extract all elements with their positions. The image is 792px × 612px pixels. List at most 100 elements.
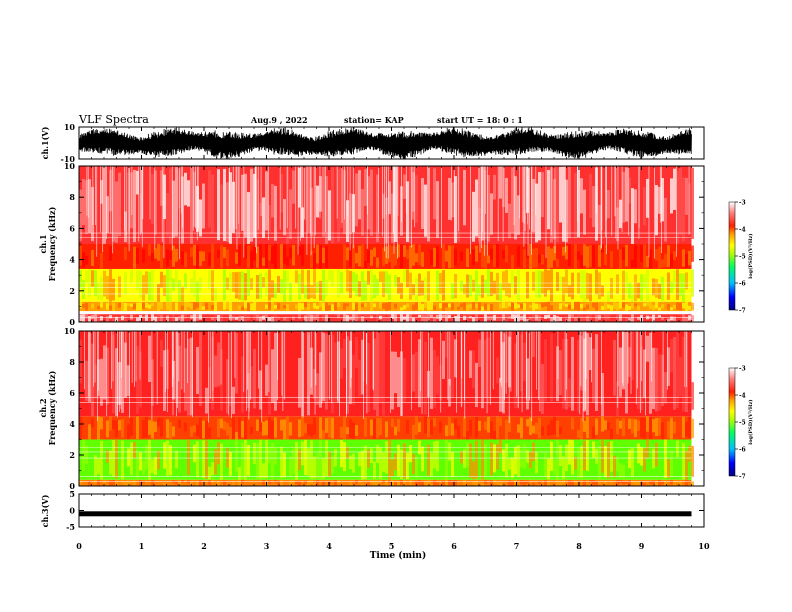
spectrogram-cell bbox=[580, 255, 583, 268]
spectrogram-cell bbox=[262, 277, 265, 288]
spectrogram-cell bbox=[436, 181, 439, 239]
spectrogram-cell bbox=[346, 446, 349, 459]
spectrogram-cell bbox=[238, 211, 241, 239]
spectrogram-cell bbox=[280, 173, 283, 213]
spectrogram-cell bbox=[688, 272, 691, 284]
spectrogram-cell bbox=[316, 417, 319, 438]
spectrogram-cell bbox=[184, 252, 187, 268]
spectrogram-cell bbox=[391, 246, 394, 269]
spectrogram-cell bbox=[559, 317, 562, 321]
spectrogram-cell bbox=[619, 463, 622, 478]
spectrogram-cell bbox=[328, 417, 331, 438]
spectrogram-cell bbox=[433, 479, 436, 486]
spectrogram-cell bbox=[157, 178, 160, 236]
spectrogram-cell bbox=[430, 301, 433, 311]
spectrogram-cell bbox=[385, 480, 388, 486]
colorbar-tick-label: -6 bbox=[739, 281, 746, 288]
spectrogram-cell bbox=[682, 177, 685, 242]
spectrogram-cell bbox=[193, 444, 196, 463]
spectrogram-cell bbox=[613, 339, 616, 396]
spectrogram-cell bbox=[331, 244, 334, 265]
spectrogram-cell bbox=[190, 445, 193, 477]
spectrogram-cell bbox=[310, 285, 313, 299]
spectrogram-cell bbox=[304, 301, 307, 308]
spectrogram-cell bbox=[106, 420, 109, 438]
spectrogram-cell bbox=[460, 172, 463, 234]
spectrogram-cell bbox=[466, 304, 469, 311]
spectrogram-cell bbox=[259, 273, 262, 299]
spectrogram-cell bbox=[322, 247, 325, 264]
spectrogram-cell bbox=[307, 303, 310, 311]
spectrogram-cell bbox=[646, 416, 649, 432]
spectrogram-cell bbox=[127, 480, 130, 486]
spectrogram-cell bbox=[151, 421, 154, 439]
spectrogram-cell bbox=[217, 481, 220, 486]
spectrogram-cell bbox=[568, 416, 571, 439]
spectrogram-cell bbox=[421, 446, 424, 472]
spectrogram-cell bbox=[412, 354, 415, 392]
spectrogram-cell bbox=[667, 245, 670, 267]
spectrogram-cell bbox=[655, 347, 658, 412]
spectrogram-cell bbox=[232, 316, 235, 320]
spectrogram-cell bbox=[529, 451, 532, 469]
spectrogram-cell bbox=[397, 419, 400, 432]
spectrogram-cell bbox=[163, 246, 166, 260]
spectrogram-cell bbox=[601, 244, 604, 253]
spectrogram-cell bbox=[664, 270, 667, 297]
spectrogram-cell bbox=[331, 304, 334, 312]
spectrogram-cell bbox=[448, 177, 451, 220]
spectrogram-cell bbox=[631, 479, 634, 485]
spectrogram-cell bbox=[424, 446, 427, 474]
spectrogram-cell bbox=[88, 301, 91, 312]
spectrogram-cell bbox=[514, 421, 517, 435]
spectrogram-cell bbox=[307, 448, 310, 476]
spectrogram-cell bbox=[418, 339, 421, 408]
spectrogram-cell bbox=[532, 425, 535, 434]
spectrogram-cell bbox=[691, 167, 694, 239]
spectrogram-cell bbox=[148, 420, 151, 435]
spectrogram-cell bbox=[220, 443, 223, 480]
spectrogram-cell bbox=[595, 314, 598, 322]
spectrogram-cell bbox=[394, 453, 397, 471]
spectrogram-cell bbox=[550, 248, 553, 268]
spectrogram-cell bbox=[145, 333, 148, 400]
spectrogram-cell bbox=[217, 314, 220, 322]
spectrogram-cell bbox=[112, 334, 115, 414]
spectrogram-cell bbox=[328, 270, 331, 282]
spectrogram-cell bbox=[691, 302, 694, 311]
spectrogram-cell bbox=[271, 246, 274, 264]
spectrogram-cell bbox=[262, 315, 265, 320]
spectrogram-cell bbox=[265, 244, 268, 269]
spectrogram-cell bbox=[304, 439, 307, 476]
spectrogram-cell bbox=[178, 345, 181, 413]
spectrogram-cell bbox=[349, 316, 352, 320]
spectrogram-cell bbox=[133, 480, 136, 486]
spectrogram-cell bbox=[637, 253, 640, 266]
spectrogram-cell bbox=[397, 357, 400, 408]
spectrogram-cell bbox=[109, 315, 112, 319]
spectrogram-cell bbox=[265, 364, 268, 396]
spectrogram-cell bbox=[205, 420, 208, 440]
spectrogram-cell bbox=[367, 250, 370, 264]
spectrogram-cell bbox=[574, 337, 577, 398]
spectrogram-cell bbox=[577, 340, 580, 412]
spectrogram-cell bbox=[661, 439, 664, 469]
spectrogram-cell bbox=[268, 301, 271, 310]
spectrogram-cell bbox=[397, 277, 400, 294]
spectrogram-cell bbox=[553, 304, 556, 308]
spectrogram-cell bbox=[253, 302, 256, 311]
spectrogram-cell bbox=[85, 360, 88, 401]
spectrogram-cell bbox=[121, 480, 124, 485]
spectrogram-cell bbox=[565, 179, 568, 243]
spectrogram-cell bbox=[496, 444, 499, 470]
spectrogram-cell bbox=[580, 481, 583, 485]
spectrogram-cell bbox=[100, 316, 103, 321]
spectrogram-cell bbox=[214, 449, 217, 475]
spectrogram-cell bbox=[259, 244, 262, 268]
spectrogram-cell bbox=[412, 284, 415, 296]
spectrogram-cell bbox=[406, 452, 409, 480]
spectrogram-cell bbox=[157, 450, 160, 470]
spectrogram-cell bbox=[589, 416, 592, 434]
spectrogram-cell bbox=[523, 209, 526, 244]
